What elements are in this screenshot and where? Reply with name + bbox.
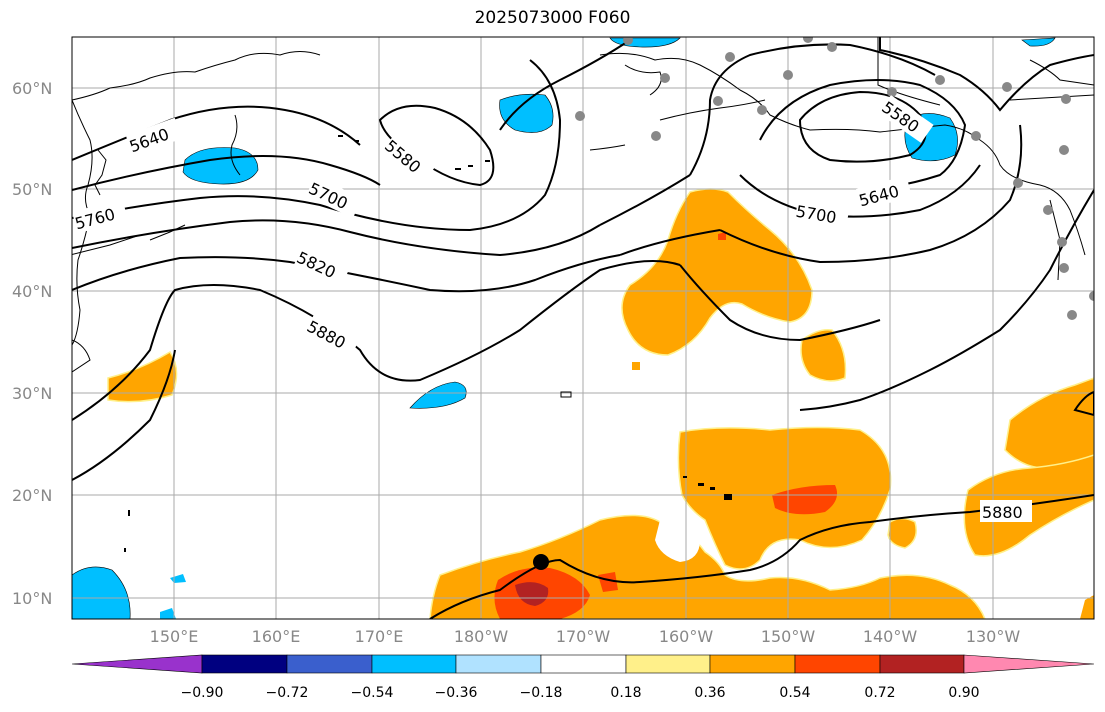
map-title: 2025073000 F060: [474, 8, 631, 28]
colorbar-label-5: −0.18: [520, 685, 563, 701]
colorbar-bin-sky: [371, 654, 457, 674]
colorbar-bin-red-orange: [794, 654, 881, 674]
lon-label-140w: 140°W: [863, 627, 918, 646]
lat-label-60n: 60°N: [12, 79, 52, 98]
station-markers: [415, 37, 1094, 320]
lat-label-20n: 20°N: [12, 486, 52, 505]
colorbar-label-3: −0.54: [351, 685, 394, 701]
graticule: [72, 37, 1094, 619]
lat-label-10n: 10°N: [12, 589, 52, 608]
colorbar-extend-low: [71, 654, 203, 674]
colorbar-bin-navy: [201, 654, 288, 674]
island-marks: [124, 135, 732, 552]
colorbar-label-1: −0.90: [181, 685, 224, 701]
colorbar-bin-dark-red: [879, 654, 965, 674]
colorbar-bin-orange: [709, 654, 796, 674]
colorbar-bin-pale-yellow: [625, 654, 711, 674]
contour-label-5880-east: 5880: [982, 503, 1023, 522]
lon-label-150w: 150°W: [761, 627, 816, 646]
lon-label-130w: 130°W: [966, 627, 1021, 646]
colorbar-extend-high: [963, 654, 1095, 674]
lat-label-40n: 40°N: [12, 282, 52, 301]
lon-label-180w: 180°W: [454, 627, 509, 646]
lon-label-160e: 160°E: [252, 627, 301, 646]
colorbar: [71, 654, 1095, 674]
colorbar-label-4: −0.36: [435, 685, 478, 701]
latitude-labels: 10°N 20°N 30°N 40°N 50°N 60°N: [12, 79, 52, 608]
lon-label-170w: 170°W: [556, 627, 611, 646]
colorbar-label-2: −0.72: [266, 685, 309, 701]
lon-label-170e: 170°E: [355, 627, 404, 646]
lon-label-150e: 150°E: [150, 627, 199, 646]
map-plot-area: 5640 5580 5700 5760 5820 5880 5580 5640 …: [72, 37, 1094, 619]
lat-label-30n: 30°N: [12, 384, 52, 403]
colorbar-label-10: 0.90: [948, 685, 979, 701]
colorbar-labels: −0.90 −0.72 −0.54 −0.36 −0.18 0.18 0.36 …: [181, 685, 980, 701]
lon-label-160w: 160°W: [659, 627, 714, 646]
colorbar-label-9: 0.72: [864, 685, 895, 701]
colorbar-bin-pale-blue: [455, 654, 542, 674]
colorbar-label-6: 0.18: [610, 685, 641, 701]
positive-anomaly-shading: [107, 188, 1094, 619]
colorbar-bin-white: [540, 654, 627, 674]
colorbar-bin-blue: [286, 654, 373, 674]
longitude-labels: 150°E 160°E 170°E 180°W 170°W 160°W 150°…: [150, 627, 1021, 646]
colorbar-label-8: 0.54: [779, 685, 810, 701]
storm-position-marker: [533, 554, 549, 570]
lat-label-50n: 50°N: [12, 180, 52, 199]
colorbar-label-7: 0.36: [694, 685, 725, 701]
map-frame: [71, 36, 1095, 620]
